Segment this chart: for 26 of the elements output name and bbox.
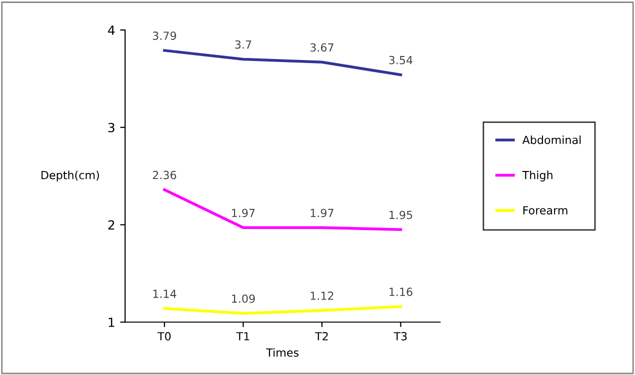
data-label: 3.7 xyxy=(235,40,252,49)
y-tick-label: 2 xyxy=(108,220,114,230)
x-tick-label: T2 xyxy=(314,332,328,340)
y-axis-title: Depth(cm) xyxy=(42,170,99,182)
line-series xyxy=(163,305,402,315)
y-tick-label: 4 xyxy=(108,26,115,35)
data-label: 3.54 xyxy=(389,56,412,64)
data-label: 1.16 xyxy=(390,288,412,296)
data-label: 1.97 xyxy=(310,208,334,218)
data-label: 1.97 xyxy=(232,208,255,218)
data-label: 3.79 xyxy=(152,32,176,40)
data-label: 1.12 xyxy=(310,292,334,300)
y-tick-label: 1 xyxy=(108,318,114,327)
x-tick-label: T3 xyxy=(394,332,407,340)
legend-label: Thigh xyxy=(522,170,552,182)
y-tick-label: 3 xyxy=(108,122,114,132)
data-label: 1.14 xyxy=(153,290,176,298)
data-label: 1.95 xyxy=(390,210,412,220)
data-label: 2.36 xyxy=(152,170,176,180)
data-label: 3.67 xyxy=(310,43,334,52)
x-axis-title: Times xyxy=(266,348,299,357)
data-label: 1.09 xyxy=(232,294,255,303)
x-tick-label: T0 xyxy=(158,332,171,340)
x-tick-label: T1 xyxy=(236,332,250,340)
legend-label: Forearm xyxy=(523,206,568,214)
legend-label: Abdominal xyxy=(522,135,581,144)
